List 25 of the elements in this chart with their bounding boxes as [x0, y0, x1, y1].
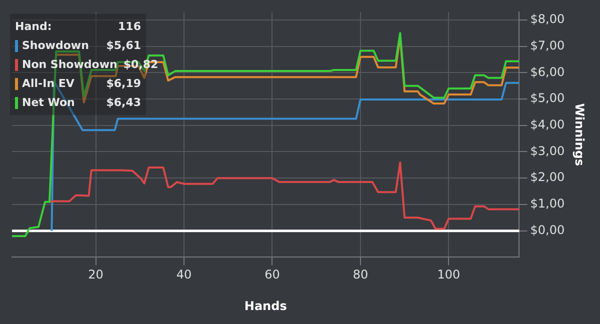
- y-tick-label: $5,00: [530, 91, 565, 106]
- x-tick-label: 100: [437, 268, 460, 282]
- y-tick-label: $3,00: [530, 144, 565, 158]
- y-tick-label: $6,00: [530, 64, 565, 79]
- legend-label: Net Won: [22, 95, 75, 111]
- y-tick-label: $4,00: [530, 117, 565, 132]
- x-tick-label: 20: [88, 268, 104, 282]
- y-axis-title: Winnings: [572, 103, 587, 166]
- x-axis-title: Hands: [244, 298, 287, 313]
- x-tick-label: 60: [264, 268, 280, 282]
- annotation: $6,43: [106, 95, 141, 111]
- x-tick-label: 40: [176, 268, 192, 282]
- legend-label: Non Showdown: [22, 57, 118, 73]
- annotation: $5,61: [106, 38, 141, 54]
- legend-title: Hand:: [15, 19, 52, 35]
- annotation: $6,19: [106, 76, 141, 92]
- y-tick-label: $2,00: [530, 170, 565, 184]
- y-tick-label: $8,00: [530, 12, 565, 26]
- legend-label: Showdown: [22, 38, 89, 54]
- annotation: 116: [118, 19, 141, 35]
- x-tick-label: 80: [352, 268, 368, 282]
- legend-label: All-In EV: [22, 76, 74, 92]
- y-tick-label: $1,00: [530, 196, 565, 211]
- y-tick-label: $7,00: [530, 38, 565, 52]
- y-tick-label: $0,00: [530, 222, 565, 237]
